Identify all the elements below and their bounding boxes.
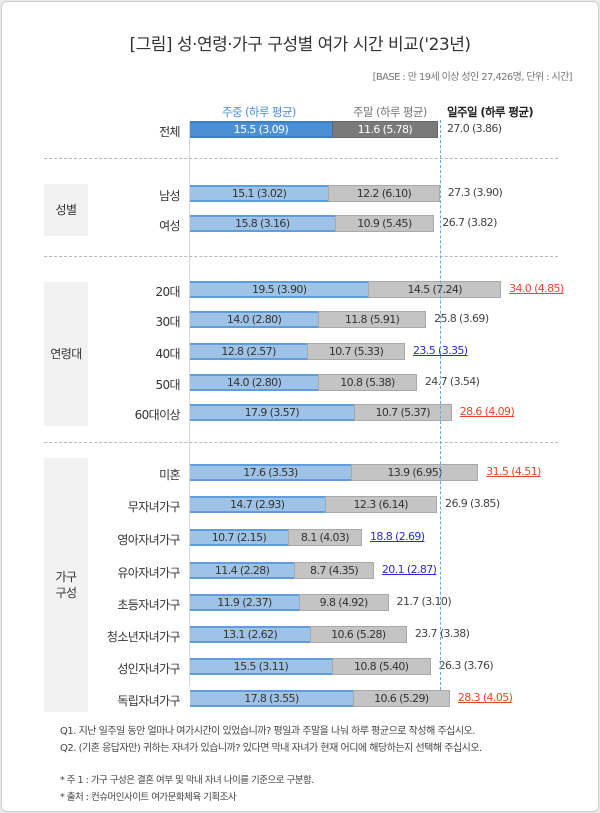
week-total-value: 18.8 (2.69) [370, 530, 425, 543]
week-total-value: 23.7 (3.38) [414, 627, 470, 640]
weekday-bar: 15.8 (3.16) [190, 215, 335, 232]
row-label: 20대 [155, 285, 180, 299]
chart-row: 독립자녀가구 17.8 (3.55) 10.6 (5.29) 28.3 (4.05) [0, 690, 600, 710]
week-total-value: 28.3 (4.05) [457, 691, 513, 704]
weekend-bar: 10.6 (5.29) [352, 690, 450, 707]
y-axis-line [189, 122, 190, 687]
weekend-bar: 12.3 (6.14) [324, 496, 438, 513]
chart-row: 40대 12.8 (2.57) 10.7 (5.33) 23.5 (3.35) [0, 343, 600, 363]
chart-row: 청소년자녀가구 13.1 (2.62) 10.6 (5.28) 23.7 (3.38) [0, 626, 600, 646]
question-2: Q2. (기혼 응답자만) 귀하는 자녀가 있습니까? 있다면 막내 자녀가 현… [60, 743, 482, 754]
row-label: 여성 [159, 219, 180, 233]
footnote-source: * 출처 : 컨슈머인사이트 여가문화체육 기획조사 [60, 792, 237, 803]
row-label: 유아자녀가구 [117, 566, 180, 580]
row-label: 영아자녀가구 [117, 533, 180, 547]
weekend-bar: 8.7 (4.35) [294, 562, 374, 579]
row-label: 청소년자녀가구 [106, 630, 181, 644]
chart-row: 초등자녀가구 11.9 (2.37) 9.8 (4.92) 21.7 (3.10) [0, 594, 600, 614]
legend-week: 일주일 (하루 평균) [447, 105, 534, 119]
chart-row: 50대 14.0 (2.80) 10.8 (5.38) 24.7 (3.54) [0, 374, 600, 394]
chart-row: 유아자녀가구 11.4 (2.28) 8.7 (4.35) 20.1 (2.87) [0, 562, 600, 582]
weekday-bar: 17.6 (3.53) [190, 464, 352, 481]
chart-row: 30대 14.0 (2.80) 11.8 (5.91) 25.8 (3.69) [0, 311, 600, 331]
chart-title: [그림] 성·연령·가구 구성별 여가 시간 비교('23년) [129, 35, 471, 55]
chart-row: 여성 15.8 (3.16) 10.9 (5.45) 26.7 (3.82) [0, 215, 600, 235]
row-label: 무자녀가구 [127, 500, 181, 514]
weekday-bar: 15.1 (3.02) [190, 185, 329, 202]
weekday-bar: 15.5 (3.11) [190, 658, 332, 675]
weekend-bar: 9.8 (4.92) [298, 594, 389, 611]
group-label-age: 연령대 [44, 282, 88, 426]
week-total-value: 28.6 (4.09) [459, 405, 515, 418]
weekday-bar: 14.0 (2.80) [190, 374, 319, 391]
chart-row: 남성 15.1 (3.02) 12.2 (6.10) 27.3 (3.90) [0, 185, 600, 205]
weekday-bar: 15.5 (3.09) [190, 121, 332, 138]
legend-weekday: 주중 (하루 평균) [222, 105, 296, 119]
weekday-bar: 14.7 (2.93) [190, 496, 325, 513]
row-label: 전체 [159, 125, 180, 139]
separator [44, 256, 558, 257]
weekday-bar: 17.9 (3.57) [190, 404, 354, 421]
chart-row: 전체 15.5 (3.09) 11.6 (5.78) 27.0 (3.86) [0, 121, 600, 141]
row-label: 50대 [155, 378, 180, 392]
base-note: [BASE : 만 19세 이상 성인 27,426명, 단위 : 시간] [372, 72, 573, 83]
weekend-bar: 10.9 (5.45) [334, 215, 435, 232]
weekday-bar: 12.8 (2.57) [190, 343, 308, 360]
weekend-bar: 10.6 (5.28) [309, 626, 407, 643]
weekend-bar: 11.6 (5.78) [331, 121, 438, 138]
legend-weekend: 주말 (하루 평균) [353, 105, 427, 119]
weekday-bar: 11.9 (2.37) [190, 594, 299, 611]
separator [44, 442, 558, 443]
week-total-value: 24.7 (3.54) [424, 375, 480, 388]
weekend-bar: 8.1 (4.03) [287, 529, 362, 546]
weekday-bar: 11.4 (2.28) [190, 562, 295, 579]
week-total-value: 31.5 (4.51) [486, 465, 541, 478]
row-label: 30대 [155, 315, 180, 329]
chart-row: 무자녀가구 14.7 (2.93) 12.3 (6.14) 26.9 (3.85) [0, 496, 600, 516]
weekend-bar: 13.9 (6.95) [351, 464, 479, 481]
week-total-value: 27.3 (3.90) [447, 186, 503, 199]
question-1: Q1. 지난 일주일 동안 얼마나 여가시간이 있었습니까? 평일과 주말을 나… [60, 726, 475, 737]
weekend-bar: 12.2 (6.10) [328, 185, 440, 202]
weekend-bar: 14.5 (7.24) [368, 281, 502, 298]
row-label: 40대 [155, 347, 180, 361]
week-total-value: 27.0 (3.86) [447, 122, 502, 135]
chart-row: 미혼 17.6 (3.53) 13.9 (6.95) 31.5 (4.51) [0, 464, 600, 484]
separator [44, 158, 558, 159]
weekend-bar: 11.8 (5.91) [318, 311, 427, 328]
row-label: 남성 [159, 189, 180, 203]
footnotes: * 주 1 : 가구 구성은 결혼 여부 및 막내 자녀 나이를 기준으로 구분… [60, 772, 314, 806]
week-total-value: 34.0 (4.85) [509, 282, 564, 295]
row-label: 미혼 [159, 468, 180, 482]
row-label: 성인자녀가구 [117, 662, 180, 676]
weekend-bar: 10.7 (5.37) [353, 404, 452, 421]
weekday-bar: 17.8 (3.55) [190, 690, 353, 707]
row-label: 독립자녀가구 [117, 694, 180, 708]
weekday-bar: 14.0 (2.80) [190, 311, 319, 328]
average-reference-line [440, 120, 441, 690]
chart-row: 성인자녀가구 15.5 (3.11) 10.8 (5.40) 26.3 (3.76) [0, 658, 600, 678]
weekday-bar: 19.5 (3.90) [190, 281, 369, 298]
week-total-value: 26.7 (3.82) [442, 216, 497, 229]
week-total-value: 26.9 (3.85) [445, 497, 500, 510]
row-label: 60대이상 [134, 408, 181, 422]
week-total-value: 20.1 (2.87) [381, 563, 437, 576]
group-label-gender: 성별 [44, 184, 88, 236]
weekend-bar: 10.8 (5.38) [318, 374, 417, 391]
week-total-value: 21.7 (3.10) [396, 595, 452, 608]
chart-row: 60대이상 17.9 (3.57) 10.7 (5.37) 28.6 (4.09) [0, 404, 600, 424]
chart-row: 20대 19.5 (3.90) 14.5 (7.24) 34.0 (4.85) [0, 281, 600, 301]
weekend-bar: 10.8 (5.40) [331, 658, 431, 675]
footnote-1: * 주 1 : 가구 구성은 결혼 여부 및 막내 자녀 나이를 기준으로 구분… [60, 775, 314, 786]
week-total-value: 26.3 (3.76) [438, 659, 494, 672]
row-label: 초등자녀가구 [117, 598, 180, 612]
week-total-value: 25.8 (3.69) [434, 312, 489, 325]
question-notes: Q1. 지난 일주일 동안 얼마나 여가시간이 있었습니까? 평일과 주말을 나… [60, 723, 482, 757]
chart-row: 영아자녀가구 10.7 (2.15) 8.1 (4.03) 18.8 (2.69) [0, 529, 600, 549]
weekday-bar: 13.1 (2.62) [190, 626, 310, 643]
weekday-bar: 10.7 (2.15) [190, 529, 288, 546]
weekend-bar: 10.7 (5.33) [307, 343, 405, 360]
group-label-household: 가구 구성 [44, 458, 88, 712]
